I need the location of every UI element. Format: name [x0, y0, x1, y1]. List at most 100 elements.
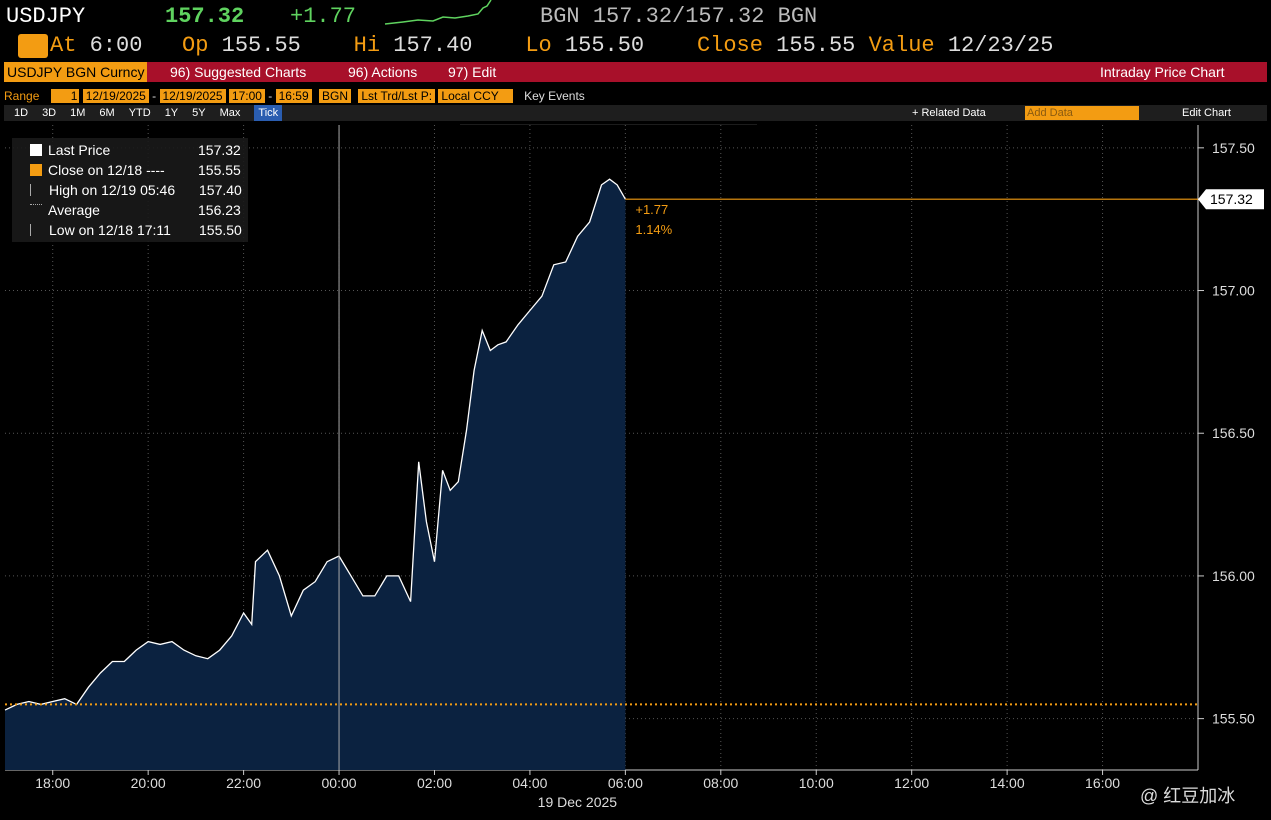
legend-label: Close on 12/18 ----: [48, 162, 165, 178]
security[interactable]: USDJPY BGN Curncy: [4, 62, 148, 82]
field[interactable]: Lst Trd/Lst P:: [358, 89, 436, 103]
sparkline-path: [384, 0, 492, 25]
field-value: 155.55: [221, 33, 301, 58]
sparkline: [384, 0, 492, 25]
period-button[interactable]: 3D: [42, 107, 57, 119]
last-price: 157.32: [165, 4, 245, 29]
y-tick-label: 156.00: [1212, 568, 1255, 584]
range-label: Range: [4, 89, 40, 103]
x-tick-label: 18:00: [35, 775, 70, 791]
period-button[interactable]: 6M: [99, 107, 115, 119]
period-bar: [4, 105, 1267, 121]
x-tick-label: 12:00: [894, 775, 929, 791]
legend-entry: Low on 12/18 17:11 155.50: [18, 220, 242, 240]
bid: 157.32: [592, 4, 673, 29]
legend-swatch: [30, 203, 42, 217]
x-tick-label: 06:00: [608, 775, 643, 791]
y-tick-label: 156.50: [1212, 425, 1255, 441]
legend-entry: Average 156.23: [18, 200, 242, 220]
period-button[interactable]: 1D: [14, 107, 29, 119]
field-label: Lo: [525, 33, 552, 58]
watermark: @ 红豆加冰: [1140, 786, 1236, 806]
periods: 1D 3D 1M 6M YTD 1Y 5Y Max Tick: [14, 105, 296, 121]
change-label: +1.77: [635, 202, 668, 217]
price-area: [5, 179, 626, 770]
x-tick-label: 08:00: [703, 775, 738, 791]
legend: Last Price 157.32 Close on 12/18 ---- 155.5…: [12, 138, 248, 242]
y-tick-label: 157.50: [1212, 140, 1255, 156]
change: +1.77: [290, 4, 357, 29]
end-date[interactable]: 12/19/2025: [159, 89, 226, 103]
quote: BGN 157.32/157.32 BGN: [540, 4, 817, 29]
edit-chart[interactable]: Edit Chart: [1182, 107, 1231, 119]
legend-value: 156.23: [198, 202, 241, 218]
ask-source: BGN: [777, 4, 818, 29]
field-label: Op: [182, 33, 209, 58]
x-axis-label: 19 Dec 2025: [538, 794, 618, 810]
ask: 157.32: [685, 4, 765, 29]
period-button[interactable]: 5Y: [192, 107, 206, 119]
separator: /: [672, 4, 686, 29]
menu-title: Intraday Price Chart: [1100, 64, 1225, 80]
add-data[interactable]: Add Data: [1025, 106, 1139, 120]
legend-value: 155.50: [199, 222, 242, 238]
x-tick-label: 16:00: [1085, 775, 1120, 791]
range-bar: Range 1 12/19/2025 - 12/19/2025 17:00 - …: [4, 88, 585, 104]
dash: -: [268, 89, 273, 103]
legend-label: High on 12/19 05:46: [49, 182, 176, 198]
source[interactable]: BGN: [319, 89, 352, 103]
x-tick-label: 14:00: [990, 775, 1025, 791]
x-tick-label: 20:00: [131, 775, 166, 791]
field-value: 6:00: [89, 33, 143, 58]
menu-item[interactable]: 96) Actions: [348, 64, 418, 80]
key-events[interactable]: Key Events: [524, 89, 585, 103]
period[interactable]: 1: [50, 89, 80, 103]
fields: At 6:00 Op 155.55 Hi 157.40 Lo 155.50 Cl…: [50, 33, 1053, 58]
field-label: Close: [696, 33, 763, 58]
start-time[interactable]: 17:00: [228, 89, 265, 103]
legend-value: 157.32: [198, 142, 241, 158]
legend-entry: Close on 12/18 ---- 155.55: [18, 160, 242, 180]
x-tick-label: 00:00: [322, 775, 357, 791]
change-pct-label: 1.14%: [635, 222, 672, 237]
period-button[interactable]: YTD: [128, 107, 151, 119]
legend-label: Low on 12/18 17:11: [49, 222, 171, 238]
legend-label: Average: [48, 202, 100, 218]
last-price-tag: [1198, 189, 1264, 210]
legend-swatch: [30, 224, 43, 236]
dash: -: [152, 89, 157, 103]
gauge-icon[interactable]: [18, 34, 48, 58]
period-button[interactable]: Tick: [254, 105, 283, 121]
currency[interactable]: Local CCY: [438, 89, 513, 103]
x-tick-label: 10:00: [799, 775, 834, 791]
legend-swatch: [30, 164, 42, 176]
field-value: 155.50: [564, 33, 645, 58]
field-value: 157.40: [393, 33, 473, 58]
field-value: 155.55: [776, 33, 856, 58]
related-data[interactable]: + Related Data: [912, 107, 986, 119]
start-date[interactable]: 12/19/2025: [82, 89, 149, 103]
legend-entry: Last Price 157.32: [18, 140, 242, 160]
last-price-label: 157.32: [1210, 191, 1253, 207]
end-time[interactable]: 16:59: [275, 89, 312, 103]
field-value: 12/23/25: [947, 33, 1054, 58]
y-tick-label: 157.00: [1212, 283, 1255, 299]
menu-item[interactable]: 97) Edit: [448, 64, 497, 80]
menu-item[interactable]: 96) Suggested Charts: [170, 64, 307, 80]
x-tick-label: 02:00: [417, 775, 452, 791]
period-button[interactable]: 1Y: [164, 107, 179, 119]
y-tick-label: 155.50: [1212, 711, 1255, 727]
period-button[interactable]: Max: [219, 107, 241, 119]
field-label: Hi: [353, 33, 381, 58]
period-button[interactable]: 1M: [70, 107, 86, 119]
legend-value: 155.55: [198, 162, 241, 178]
ticker: USDJPY: [6, 4, 86, 29]
legend-swatch: [30, 184, 43, 196]
x-tick-label: 04:00: [512, 775, 547, 791]
x-tick-label: 22:00: [226, 775, 261, 791]
legend-label: Last Price: [48, 142, 111, 158]
legend-swatch: [30, 144, 42, 156]
legend-value: 157.40: [199, 182, 242, 198]
